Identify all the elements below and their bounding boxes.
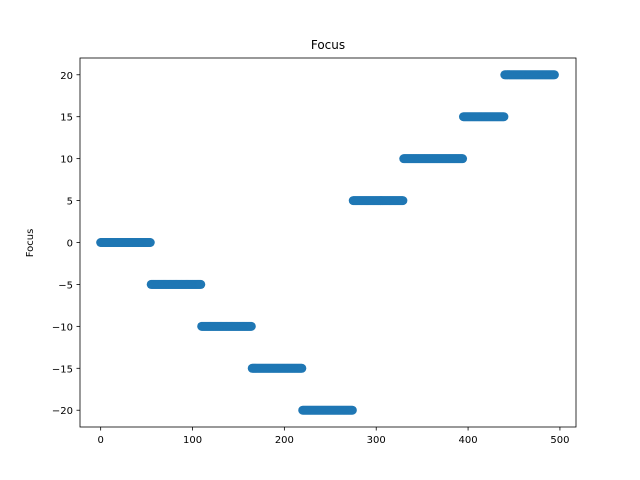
x-tick-label: 100 bbox=[183, 435, 202, 446]
scatter-points bbox=[96, 70, 559, 415]
data-point bbox=[145, 238, 155, 247]
x-tick-label: 400 bbox=[459, 435, 478, 446]
x-tick-label: 300 bbox=[367, 435, 386, 446]
data-point bbox=[347, 405, 357, 415]
data-point bbox=[246, 321, 256, 331]
y-tick-label: 20 bbox=[60, 71, 73, 82]
y-tick-label: 15 bbox=[60, 113, 73, 124]
y-tick-label: 10 bbox=[60, 155, 73, 166]
y-tick-label: −20 bbox=[52, 406, 73, 417]
data-point bbox=[458, 154, 468, 164]
x-tick-label: 0 bbox=[97, 435, 103, 446]
y-tick-label: −5 bbox=[58, 280, 73, 291]
x-tick-label: 500 bbox=[550, 435, 569, 446]
axis-ticks: 0 100 200 300 400 500 −20 −15 −10 −5 0 5 10 15 20 bbox=[52, 71, 570, 446]
y-tick-label: 5 bbox=[67, 197, 73, 208]
x-tick-label: 200 bbox=[275, 435, 294, 446]
data-point bbox=[499, 112, 509, 122]
y-axis-label: Focus bbox=[25, 229, 36, 258]
y-tick-label: −15 bbox=[52, 364, 73, 375]
data-point bbox=[398, 196, 408, 206]
data-point bbox=[549, 70, 559, 80]
y-tick-label: 0 bbox=[67, 239, 73, 250]
plot-area-frame bbox=[79, 57, 577, 428]
chart-title: Focus bbox=[311, 38, 345, 52]
y-tick-label: −10 bbox=[52, 322, 73, 333]
data-point bbox=[297, 363, 307, 373]
data-point bbox=[196, 279, 206, 289]
